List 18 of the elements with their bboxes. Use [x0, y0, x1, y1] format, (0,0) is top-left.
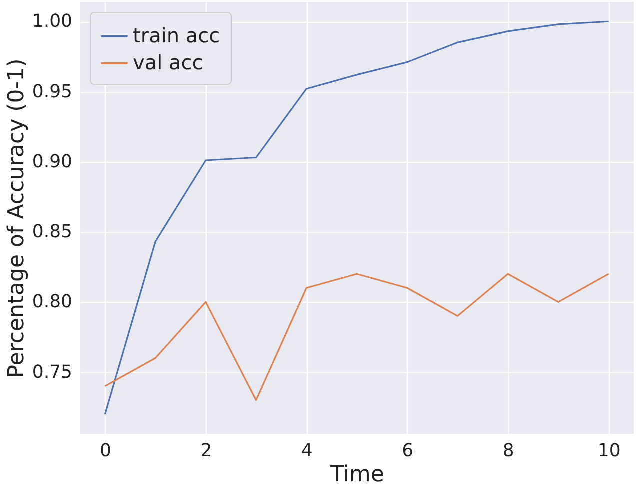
x-tick-label: 0: [100, 440, 112, 462]
x-tick-label: 4: [301, 440, 313, 462]
y-tick-label: 0.80: [32, 292, 72, 313]
legend-label: val acc: [133, 50, 204, 74]
y-tick-label: 0.90: [32, 151, 72, 172]
legend-label: train acc: [133, 24, 220, 48]
y-tick-label: 0.95: [32, 81, 72, 102]
x-tick-label: 6: [402, 440, 414, 462]
line-series: [104, 273, 610, 402]
x-axis-title: Time: [330, 462, 384, 488]
y-axis-title: Percentage of Accuracy (0-1): [4, 58, 30, 378]
x-tick-label: 2: [200, 440, 212, 462]
y-tick-label: 0.75: [32, 362, 72, 383]
x-tick-label: 10: [598, 440, 621, 462]
x-tick-label: 8: [502, 440, 514, 462]
y-tick-label: 0.85: [32, 222, 72, 243]
y-tick-label: 1.00: [32, 11, 72, 32]
line-series: [104, 20, 610, 416]
